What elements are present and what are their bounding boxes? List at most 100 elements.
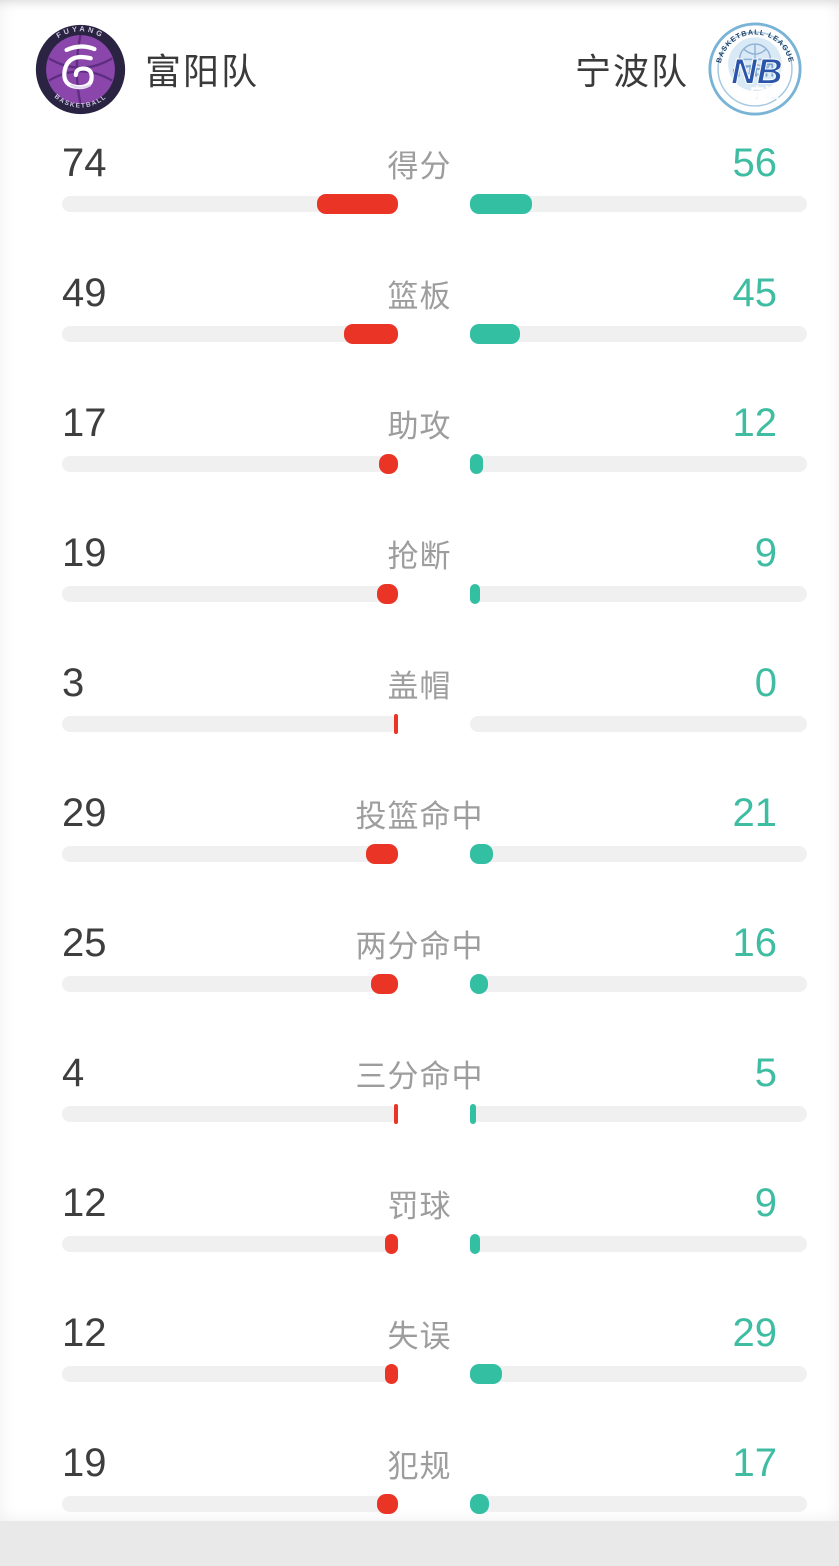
stat-label: 盖帽 <box>387 668 452 704</box>
stat-label: 抢断 <box>387 538 452 574</box>
stat-bars <box>0 714 839 734</box>
stat-row: 19 抢断 9 <box>0 526 839 656</box>
away-stat-value: 21 <box>732 791 778 835</box>
away-stat-bar-track <box>470 1234 807 1254</box>
match-stats-page: FUYANG BASKETBALL 富阳队 宁波队 NB 宁波 <box>0 0 839 1521</box>
home-stat-bar-track <box>62 324 398 344</box>
stat-text-line: 12 罚球 9 <box>0 1176 839 1230</box>
home-stat-value: 49 <box>62 271 107 315</box>
away-stat-value: 17 <box>732 1441 778 1485</box>
home-stat-value: 12 <box>62 1181 107 1225</box>
home-stat-bar-track <box>62 844 398 864</box>
away-stat-value: 9 <box>754 1181 777 1225</box>
stat-bars <box>0 844 839 864</box>
stat-text-line: 25 两分命中 16 <box>0 916 839 970</box>
home-stat-bar-track <box>62 1364 398 1384</box>
stat-row: 19 犯规 17 <box>0 1436 839 1566</box>
away-stat-bar-fill <box>470 584 480 604</box>
home-stat-value: 3 <box>62 661 85 705</box>
stat-bars <box>0 974 839 994</box>
stat-row: 3 盖帽 0 <box>0 656 839 786</box>
home-stat-bar-track <box>62 1494 398 1514</box>
away-stat-bar-fill <box>470 1494 489 1514</box>
stat-bars <box>0 1234 839 1254</box>
home-stat-bar-fill <box>393 1104 398 1124</box>
away-stat-bar-track <box>470 716 807 732</box>
stat-bars <box>0 454 839 474</box>
away-stat-value: 0 <box>754 661 777 705</box>
away-stat-bar-fill <box>470 844 494 864</box>
home-stat-bar-track <box>62 714 398 734</box>
stat-text-line: 74 得分 56 <box>0 136 839 190</box>
home-stat-value: 25 <box>62 921 107 965</box>
stat-bars <box>0 1364 839 1384</box>
away-team-logo: NB 宁波 BASKETBALL LEAGUE <box>708 22 802 116</box>
stat-label: 三分命中 <box>355 1058 484 1094</box>
away-stat-value: 16 <box>732 921 778 965</box>
home-stat-bar-fill <box>384 1364 398 1384</box>
stat-label: 两分命中 <box>355 928 484 964</box>
home-team-logo: FUYANG BASKETBALL <box>35 24 126 114</box>
away-stat-value: 56 <box>732 141 778 185</box>
stats-list: 74 得分 56 49 篮板 45 <box>0 136 839 1566</box>
stat-row: 74 得分 56 <box>0 136 839 266</box>
home-stat-value: 17 <box>62 401 107 445</box>
home-stat-bar-track <box>62 584 398 604</box>
away-stat-value: 45 <box>732 271 778 315</box>
away-stat-value: 9 <box>754 531 777 575</box>
stat-bars <box>0 324 839 344</box>
home-stat-bar-fill <box>316 194 398 214</box>
stat-text-line: 12 失误 29 <box>0 1306 839 1360</box>
stat-row: 17 助攻 12 <box>0 396 839 526</box>
home-stat-value: 4 <box>62 1051 85 1095</box>
away-stat-bar-track <box>470 324 807 344</box>
stat-text-line: 29 投篮命中 21 <box>0 786 839 840</box>
home-stat-value: 19 <box>62 531 107 575</box>
home-stat-bar-track <box>62 1234 398 1254</box>
stat-text-line: 17 助攻 12 <box>0 396 839 450</box>
home-stat-bar-fill <box>379 454 398 474</box>
stat-bars <box>0 584 839 604</box>
stat-label: 罚球 <box>387 1188 452 1224</box>
home-stat-bar-fill <box>377 1494 398 1514</box>
home-stat-value: 29 <box>62 791 107 835</box>
home-stat-bar-track <box>62 1104 398 1124</box>
away-stat-bar-fill <box>470 194 532 214</box>
home-team: FUYANG BASKETBALL 富阳队 <box>34 23 259 116</box>
home-stat-bar-fill <box>370 974 398 994</box>
home-stat-bar-track <box>62 454 398 474</box>
away-stat-bar-track <box>470 194 807 214</box>
home-team-name: 富阳队 <box>145 51 260 92</box>
away-team: 宁波队 NB 宁波 BASKETBALL LEAGUE <box>575 21 803 117</box>
stat-row: 29 投篮命中 21 <box>0 786 839 916</box>
home-stat-value: 74 <box>62 141 107 185</box>
home-stat-bar-fill <box>384 1234 398 1254</box>
away-stat-bar-fill <box>470 454 484 474</box>
stat-text-line: 49 篮板 45 <box>0 266 839 320</box>
home-stat-bar-fill <box>344 324 398 344</box>
away-logo-basketball-skyline <box>733 43 774 77</box>
away-stat-bar-track <box>470 1104 807 1124</box>
away-stat-value: 12 <box>732 401 778 445</box>
stat-label: 失误 <box>387 1318 452 1354</box>
away-stat-bar-track <box>470 974 807 994</box>
away-stat-bar-fill <box>470 1104 476 1124</box>
header: FUYANG BASKETBALL 富阳队 宁波队 NB 宁波 <box>0 0 839 118</box>
away-stat-bar-track <box>470 1364 807 1384</box>
away-logo-monogram: NB <box>731 51 782 91</box>
stat-label: 投篮命中 <box>355 798 484 834</box>
home-stat-value: 19 <box>62 1441 107 1485</box>
stat-label: 得分 <box>387 148 452 184</box>
home-stat-value: 12 <box>62 1311 107 1355</box>
stat-row: 12 罚球 9 <box>0 1176 839 1306</box>
stat-label: 篮板 <box>387 278 452 314</box>
away-team-name: 宁波队 <box>574 51 689 92</box>
home-stat-bar-fill <box>366 844 398 864</box>
stat-row: 25 两分命中 16 <box>0 916 839 1046</box>
away-stat-bar-track <box>470 1494 807 1514</box>
home-logo-calligraphy-glyph <box>62 43 97 89</box>
stat-label: 犯规 <box>387 1448 452 1484</box>
stat-label: 助攻 <box>387 408 452 444</box>
stat-text-line: 4 三分命中 5 <box>0 1046 839 1100</box>
away-stat-bar-fill <box>470 974 488 994</box>
